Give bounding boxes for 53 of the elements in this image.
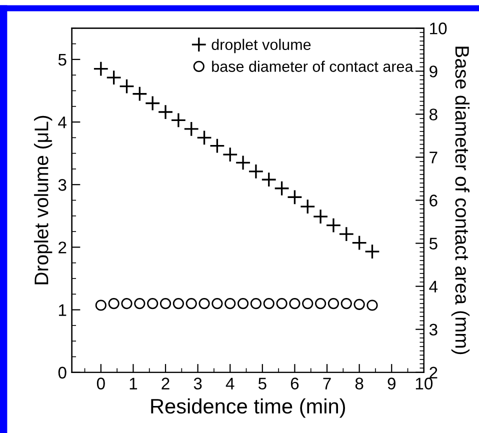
point (184, 121, 200, 137)
point (132, 86, 148, 102)
point (364, 244, 380, 260)
point (209, 138, 225, 154)
x-axis-title: Residence time (min) (151, 398, 346, 418)
y-tick-label: 2 (58, 242, 66, 254)
point (196, 130, 212, 146)
x-tick-label: 3 (194, 378, 202, 390)
x-tick-label: 4 (226, 378, 234, 390)
point (248, 164, 264, 180)
point (106, 70, 122, 86)
y2-axis-title: Base diameter of contact area (mm) (451, 46, 470, 354)
point (158, 104, 174, 120)
point (144, 95, 160, 112)
point (235, 154, 251, 170)
point (118, 78, 135, 94)
y2-tick-label: 2 (430, 366, 438, 378)
point (312, 208, 328, 224)
y-tick-label: 1 (58, 304, 66, 316)
x-tick-label: 2 (162, 378, 170, 390)
y-tick-label: 3 (58, 179, 66, 191)
x-tick-label: 6 (290, 378, 299, 390)
legend-label: base diameter of contact area (212, 60, 414, 72)
y2-tick-label: 6 (430, 194, 438, 206)
point (352, 235, 368, 251)
x-tick-label: 7 (323, 378, 331, 390)
legend-label: droplet volume (212, 38, 311, 54)
y-axis-title: Droplet volume (μL) (34, 116, 52, 284)
point (93, 61, 109, 77)
y2-tick-label: 4 (429, 280, 438, 292)
point (326, 218, 342, 234)
x-tick-label: 9 (388, 378, 396, 390)
point (170, 112, 186, 128)
y-tick-label: 0 (58, 366, 66, 379)
y2-tick-label: 5 (429, 238, 438, 250)
point (274, 180, 290, 196)
x-tick-label: 1 (130, 378, 138, 390)
y2-tick-label: 8 (430, 108, 438, 120)
y2-tick-label: 10 (430, 22, 447, 34)
y2-tick-label: 9 (430, 66, 438, 78)
x-tick-label: 10 (416, 378, 433, 390)
y-tick-label: 4 (58, 116, 66, 128)
point (261, 172, 277, 188)
point (286, 189, 302, 205)
y2-tick-label: 3 (429, 324, 438, 336)
x-tick-label: 0 (96, 378, 105, 390)
x-tick-label: 5 (258, 378, 266, 390)
point (300, 198, 316, 214)
point (222, 146, 238, 162)
x-tick-label: 8 (355, 378, 364, 390)
point (338, 226, 354, 242)
y-tick-label: 5 (58, 54, 66, 66)
y2-tick-label: 7 (430, 152, 438, 164)
